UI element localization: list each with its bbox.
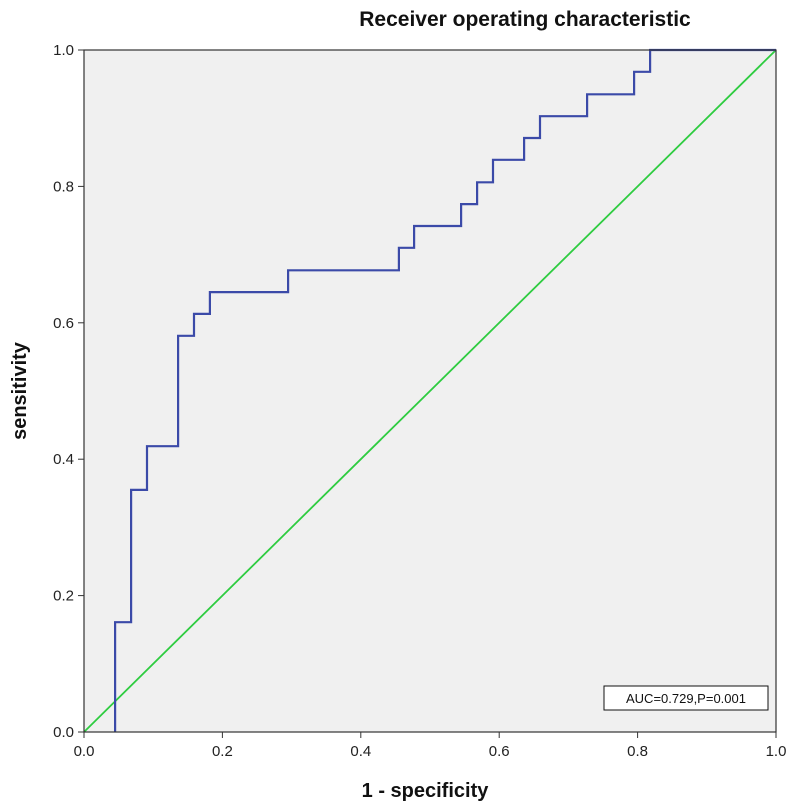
roc-curve-line: [113, 48, 776, 732]
y-tick-label: 0.8: [53, 178, 74, 195]
y-tick-label: 0.4: [53, 451, 74, 468]
y-tick-label: 0.2: [53, 588, 74, 605]
reference-line-layer: [83, 49, 777, 733]
roc-curve-layer: [113, 48, 776, 732]
x-tick-label: 0.0: [74, 743, 95, 760]
y-tick-label: 0.6: [53, 315, 74, 332]
y-axis-label: sensitivity: [9, 341, 31, 440]
x-tick-label: 0.8: [627, 743, 648, 760]
x-tick-label: 0.6: [489, 743, 510, 760]
auc-annotation-text: AUC=0.729,P=0.001: [626, 691, 746, 706]
x-tick-label: 1.0: [766, 743, 787, 760]
auc-annotation-box: [603, 685, 769, 711]
x-tick-label: 0.4: [350, 743, 371, 760]
x-axis-ticks: 0.0 0.2 0.4 0.6 0.8 1.0: [74, 732, 787, 760]
auc-annotation: AUC=0.729,P=0.001: [603, 685, 769, 711]
x-tick-label: 0.2: [212, 743, 233, 760]
chart-title: Receiver operating characteristic: [359, 8, 691, 31]
y-tick-label: 0.0: [53, 724, 74, 741]
y-tick-label: 1.0: [53, 42, 74, 59]
reference-diagonal-line: [83, 49, 777, 733]
y-axis-ticks: 0.0 0.2 0.4 0.6 0.8 1.0: [53, 42, 84, 741]
plot-frame: [83, 49, 777, 733]
x-axis-label: 1 - specificity: [362, 780, 490, 802]
